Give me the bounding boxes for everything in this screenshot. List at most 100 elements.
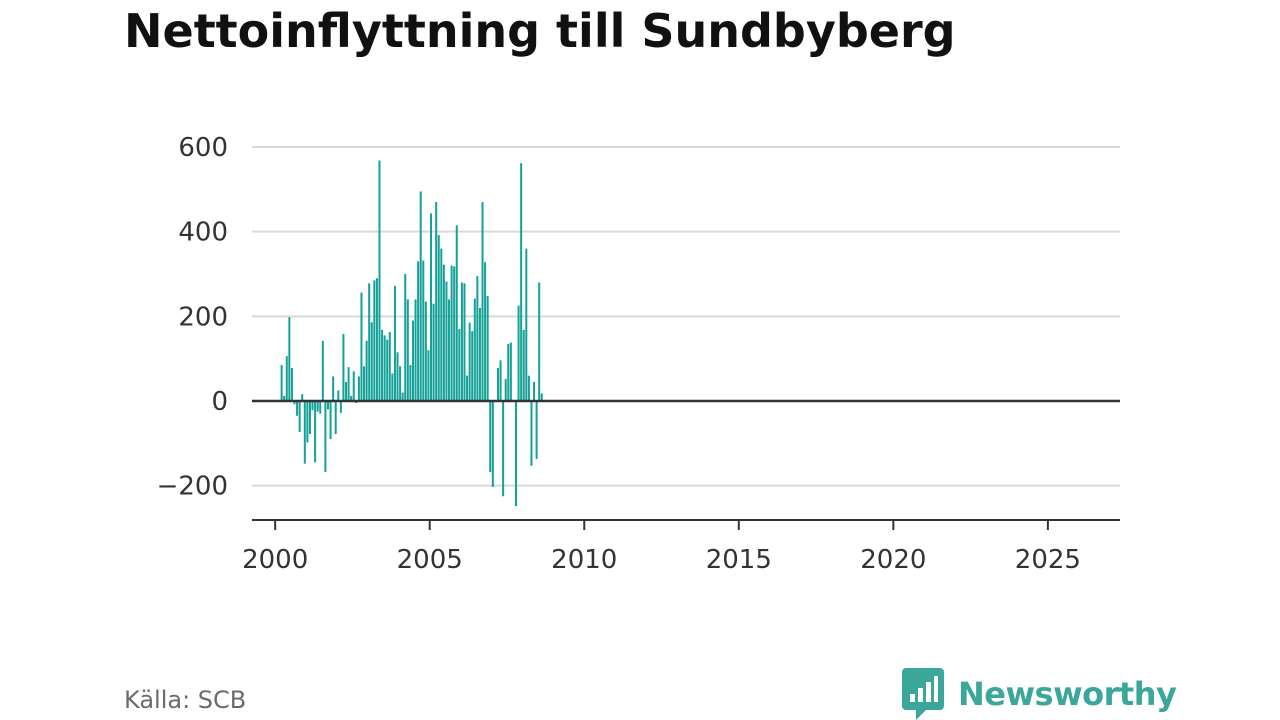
bar	[478, 307, 481, 401]
y-tick-label: 200	[178, 302, 228, 332]
bar	[319, 401, 322, 414]
bar	[450, 265, 453, 401]
bar	[288, 317, 291, 401]
x-tick-label: 2010	[551, 545, 617, 575]
bar	[381, 329, 384, 401]
bar	[303, 401, 306, 464]
bar	[422, 260, 425, 401]
bar	[504, 378, 507, 401]
gridlines	[252, 146, 1120, 487]
bar	[496, 367, 499, 401]
bar	[357, 376, 360, 401]
bar	[502, 401, 505, 497]
x-tick-label: 2000	[242, 545, 308, 575]
bar	[308, 401, 311, 435]
bar	[463, 283, 466, 401]
bar	[481, 202, 484, 401]
bar	[370, 322, 373, 401]
bar	[535, 401, 538, 459]
bar	[285, 356, 288, 401]
bar	[468, 322, 471, 401]
bar	[409, 365, 412, 401]
x-tick-label: 2015	[706, 545, 772, 575]
bar	[432, 303, 435, 401]
bar	[373, 280, 376, 401]
bar	[527, 375, 530, 401]
bar	[375, 278, 378, 401]
bar	[293, 401, 296, 405]
bars	[280, 160, 543, 506]
bar	[440, 248, 443, 401]
bar	[329, 401, 332, 440]
bar	[538, 282, 541, 401]
bar	[321, 340, 324, 401]
bar	[499, 360, 502, 401]
bar	[414, 299, 417, 401]
bar	[337, 390, 340, 401]
bar	[491, 401, 494, 487]
bar	[332, 376, 335, 401]
bar	[473, 298, 476, 401]
bar	[283, 395, 286, 401]
bar	[427, 350, 430, 401]
bar	[406, 299, 409, 401]
bar	[540, 393, 543, 401]
bar	[520, 163, 523, 401]
bar	[476, 276, 479, 401]
bar	[296, 401, 299, 416]
bar	[365, 340, 368, 401]
bar	[515, 401, 518, 506]
bar	[430, 213, 433, 401]
newsworthy-logo-icon	[902, 668, 944, 720]
bar	[419, 191, 422, 401]
x-tick-label: 2020	[860, 545, 926, 575]
bar	[350, 395, 353, 401]
bar	[509, 342, 512, 401]
bar	[342, 334, 345, 401]
bar	[339, 401, 342, 413]
bar	[471, 331, 474, 401]
bar	[486, 296, 489, 401]
bar	[517, 305, 520, 401]
bar	[386, 339, 389, 401]
bar	[334, 401, 337, 435]
bar	[437, 235, 440, 401]
bar	[399, 366, 402, 401]
bar	[442, 264, 445, 401]
bar	[411, 320, 414, 401]
bar	[530, 401, 533, 466]
bar	[280, 365, 283, 401]
bar	[484, 262, 487, 401]
bar	[417, 261, 420, 401]
brand-logo: Newsworthy	[902, 668, 1177, 720]
bar	[326, 401, 329, 410]
bar	[460, 282, 463, 401]
bar	[466, 375, 469, 401]
bar	[383, 335, 386, 401]
bar	[301, 394, 304, 401]
bar	[404, 274, 407, 401]
y-tick-label: −200	[157, 472, 228, 502]
bar	[393, 285, 396, 401]
bar	[391, 373, 394, 401]
bar	[435, 202, 438, 401]
bar	[424, 301, 427, 401]
bar	[401, 392, 404, 401]
bar	[347, 367, 350, 401]
bar	[525, 248, 528, 401]
bar	[360, 292, 363, 401]
bar	[396, 352, 399, 401]
bar	[352, 371, 355, 401]
bar	[388, 332, 391, 401]
bar	[445, 281, 448, 401]
bar	[311, 401, 314, 411]
source-note: Källa: SCB	[124, 686, 247, 714]
bar	[458, 329, 461, 401]
axes: −200 0 200 400 600 2000 2005 2010 2015 2020 2025	[157, 133, 1120, 575]
brand-name: Newsworthy	[958, 675, 1177, 713]
bar	[314, 401, 317, 463]
bar	[368, 283, 371, 401]
bar	[489, 401, 492, 473]
y-tick-label: 400	[178, 218, 228, 248]
bar	[378, 160, 381, 401]
